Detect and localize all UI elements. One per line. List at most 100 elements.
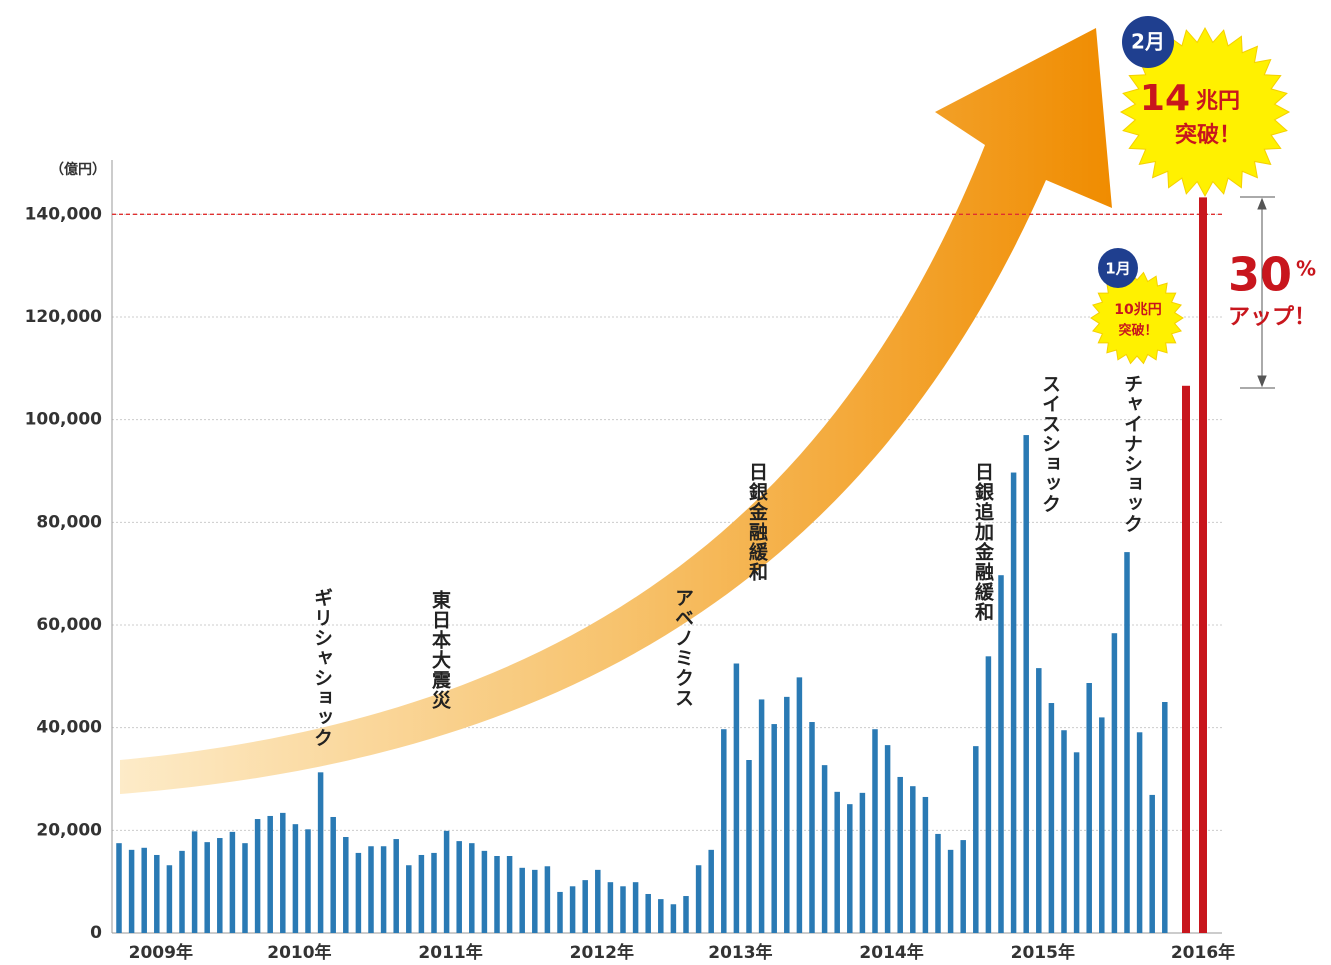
y-tick-label: 0 [90, 923, 102, 943]
starburst [1091, 273, 1183, 364]
bar [645, 894, 651, 933]
bar [759, 699, 765, 933]
bar [545, 866, 551, 933]
event-annotation: チャイナショック [1121, 374, 1143, 534]
bar [960, 840, 966, 933]
x-tick-label: 2016年 [1171, 942, 1235, 963]
x-tick-label: 2010年 [267, 942, 331, 963]
bar [910, 786, 916, 933]
bar [696, 865, 702, 933]
bar [167, 865, 173, 933]
bar [230, 832, 236, 933]
bar [494, 856, 500, 933]
bar [633, 882, 639, 933]
bar [242, 843, 248, 933]
bar [822, 765, 828, 933]
jan-text: 突破！ [1118, 323, 1157, 339]
bar [1199, 197, 1207, 933]
bar [305, 829, 311, 933]
x-tick-label: 2013年 [708, 942, 772, 963]
bar [809, 722, 815, 933]
increase-value: 30 [1228, 248, 1292, 302]
bar [847, 804, 853, 933]
bar [973, 746, 979, 933]
bar [885, 745, 891, 933]
bar [204, 842, 210, 933]
bar [469, 843, 475, 933]
bar [1086, 683, 1092, 933]
bar [557, 892, 563, 933]
bar [192, 831, 198, 933]
bar [897, 777, 903, 933]
bar [293, 824, 299, 933]
bar [1036, 668, 1042, 933]
bar [393, 839, 399, 933]
bar [255, 819, 261, 933]
x-tick-label: 2011年 [418, 942, 482, 963]
bar [1074, 752, 1080, 933]
event-annotation: アベノミクス [672, 588, 694, 708]
bar [797, 677, 803, 933]
bar [986, 656, 992, 933]
bar [1011, 473, 1017, 933]
bar [1061, 730, 1067, 933]
event-annotation: スイスショック [1039, 374, 1061, 514]
bar [368, 846, 374, 933]
bar [267, 816, 273, 933]
y-tick-label: 20,000 [36, 820, 102, 840]
bar [356, 853, 362, 933]
bar [318, 772, 324, 933]
bar [1182, 386, 1190, 933]
y-unit: （億円） [50, 161, 106, 178]
bar [280, 813, 286, 933]
x-tick-label: 2014年 [859, 942, 923, 963]
bar [860, 793, 866, 933]
y-tick-label: 80,000 [36, 512, 102, 532]
bar [129, 850, 135, 933]
bar [1137, 732, 1143, 933]
y-tick-label: 40,000 [36, 718, 102, 738]
bar [708, 850, 714, 933]
bar [456, 841, 462, 933]
bar [406, 865, 412, 933]
bar [734, 664, 740, 934]
feb-amount: 14 [1140, 78, 1190, 119]
bar [784, 697, 790, 933]
bar [923, 797, 929, 933]
bar [1112, 633, 1118, 933]
bar [872, 729, 878, 933]
event-annotation: 日銀追加金融緩和 [972, 462, 994, 622]
event-annotation: 東日本大震災 [429, 590, 451, 710]
bar [419, 855, 425, 933]
jan-amount: 10兆円 [1114, 302, 1161, 318]
y-tick-label: 120,000 [25, 307, 103, 327]
bar [482, 851, 488, 933]
y-tick-label: 60,000 [36, 615, 102, 635]
bar [1162, 702, 1168, 933]
bar [948, 850, 954, 933]
chart-page: （億円） 2月 1月 14 兆円 突破！ 10兆円 突破！ 30 % アップ！ … [0, 0, 1331, 965]
bar [771, 724, 777, 933]
bar [1023, 435, 1028, 933]
bar [683, 896, 689, 933]
bar [570, 886, 576, 933]
bar [179, 851, 185, 933]
bar [330, 817, 336, 933]
bar [532, 870, 538, 933]
bar [343, 837, 349, 933]
feb-month: 2月 [1131, 30, 1165, 54]
bar [658, 899, 664, 933]
bar [431, 853, 437, 933]
increase-unit: % [1296, 257, 1316, 281]
bar [519, 868, 525, 933]
x-tick-label: 2009年 [129, 942, 193, 963]
bar [746, 760, 752, 933]
event-annotation: 日銀金融緩和 [746, 462, 768, 582]
bar [935, 834, 941, 933]
y-tick-label: 140,000 [25, 204, 103, 224]
bar [444, 831, 450, 933]
bar [1099, 717, 1105, 933]
bar [998, 575, 1004, 933]
growth-arrow [120, 28, 1112, 794]
bar [834, 792, 840, 933]
